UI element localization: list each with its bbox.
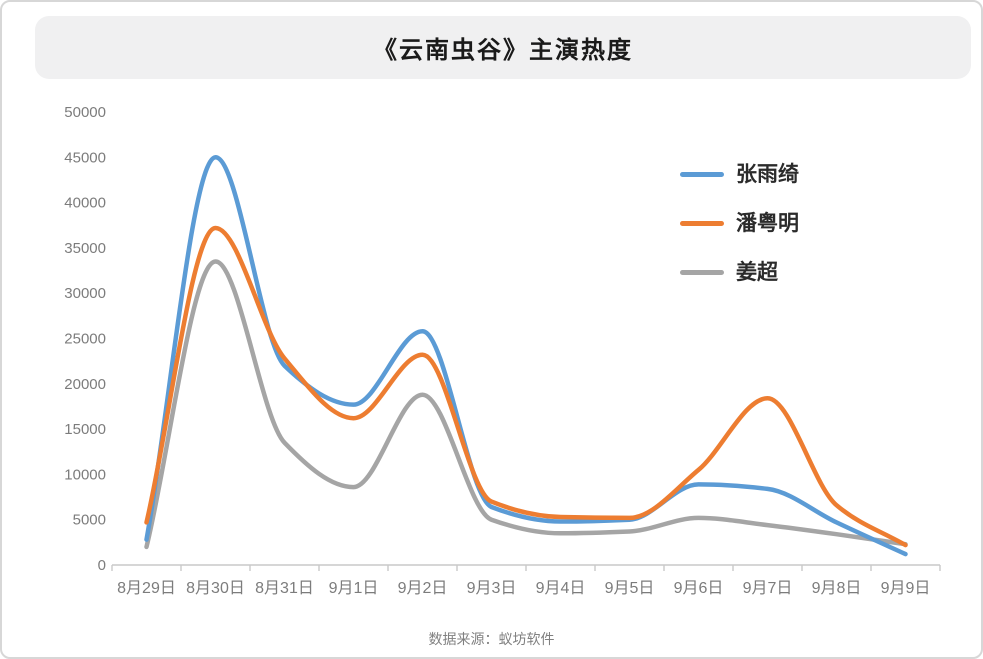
y-tick-label: 25000	[64, 331, 106, 348]
x-tick-label: 9月3日	[467, 580, 517, 597]
x-tick-label: 9月8日	[812, 580, 862, 597]
y-tick-label: 5000	[73, 512, 106, 529]
legend-swatch-gray-icon	[680, 269, 724, 275]
y-tick-label: 45000	[64, 149, 106, 166]
x-axis-labels: 8月29日 8月30日 8月31日 9月1日 9月2日 9月3日 9月4日 9月5日 9月6日 9…	[117, 580, 930, 597]
x-tick-label: 9月4日	[536, 580, 586, 597]
y-tick-label: 20000	[64, 376, 106, 393]
legend-item-panyueming: 潘粤明	[680, 209, 799, 237]
y-tick-label: 40000	[64, 195, 106, 212]
legend-item-zhangyuqi: 张雨绮	[680, 160, 799, 188]
legend-item-jiangchao: 姜超	[680, 258, 799, 286]
x-tick-label: 9月1日	[329, 580, 379, 597]
legend-swatch-orange-icon	[680, 220, 724, 226]
x-tick-label: 9月6日	[674, 580, 724, 597]
y-axis-labels: 0 5000 10000 15000 20000 25000 30000 35000 40000…	[64, 104, 106, 574]
x-tick-label: 9月5日	[605, 580, 655, 597]
series-lines	[144, 155, 908, 557]
data-source: 数据来源：蚁坊软件	[428, 631, 555, 647]
legend-label: 姜超	[736, 260, 778, 284]
y-tick-label: 0	[98, 557, 106, 574]
x-axis	[111, 564, 941, 571]
legend-label: 潘粤明	[736, 211, 799, 235]
y-tick-label: 10000	[64, 466, 106, 483]
y-tick-label: 15000	[64, 421, 106, 438]
y-tick-label: 35000	[64, 240, 106, 257]
x-tick-label: 9月7日	[743, 580, 793, 597]
y-tick-label: 50000	[64, 104, 106, 121]
x-tick-label: 8月30日	[186, 580, 245, 597]
chart-title: 《云南虫谷》主演热度	[373, 37, 633, 64]
x-tick-label: 9月9日	[881, 580, 931, 597]
x-tick-label: 8月29日	[117, 580, 176, 597]
series-line-jiangchao	[144, 259, 908, 550]
x-tick-label: 9月2日	[398, 580, 448, 597]
series-line-zhangyuqi	[144, 155, 908, 557]
series-line-panyueming	[144, 225, 908, 548]
legend-swatch-blue-icon	[680, 171, 724, 177]
chart-title-bar: 《云南虫谷》主演热度	[35, 16, 971, 79]
x-tick-label: 8月31日	[255, 580, 314, 597]
legend-label: 张雨绮	[736, 162, 799, 186]
legend: 张雨绮 潘粤明 姜超	[680, 160, 799, 307]
y-tick-label: 30000	[64, 285, 106, 302]
